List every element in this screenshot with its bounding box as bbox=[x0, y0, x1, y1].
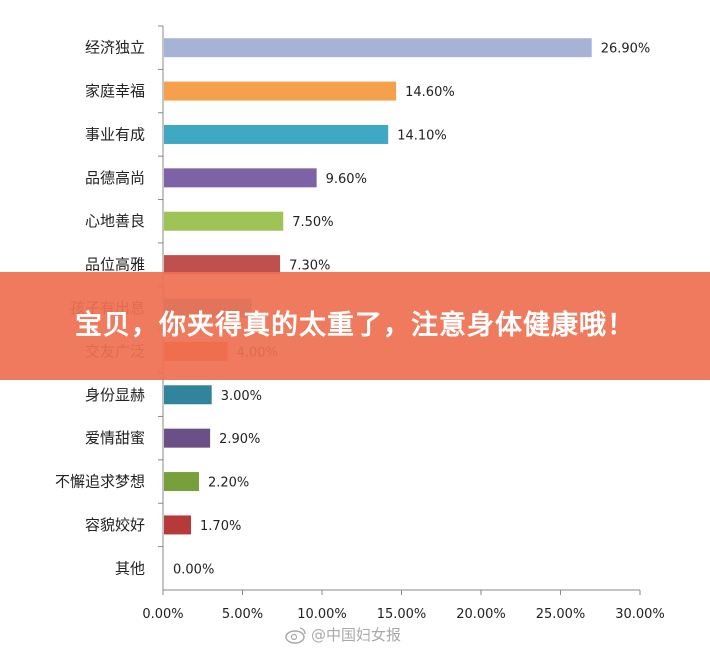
x-tick-label: 25.00% bbox=[536, 607, 586, 622]
bar bbox=[164, 124, 389, 144]
x-tick-label: 30.00% bbox=[615, 607, 665, 622]
chart-axes: 0.00% 5.00% 10.00% 15.00% 20.00% 25.00% 30.00% bbox=[142, 25, 665, 622]
value-label: 14.60% bbox=[405, 85, 455, 100]
category-label: 心地善良 bbox=[85, 212, 145, 230]
category-label: 经济独立 bbox=[85, 39, 145, 57]
category-label: 爱情甜蜜 bbox=[85, 429, 145, 447]
watermark-text: @中国妇女报 bbox=[311, 626, 402, 644]
value-label: 1.70% bbox=[200, 519, 241, 534]
weibo-icon bbox=[285, 626, 306, 644]
value-label: 7.30% bbox=[289, 259, 330, 274]
value-label: 0.00% bbox=[173, 562, 214, 577]
value-label: 2.90% bbox=[219, 432, 260, 447]
bar bbox=[164, 515, 192, 535]
value-label: 14.10% bbox=[397, 128, 447, 143]
x-tick-label: 20.00% bbox=[456, 607, 506, 622]
x-tick-label: 0.00% bbox=[142, 607, 183, 622]
bar bbox=[164, 472, 199, 492]
category-label: 容貌姣好 bbox=[85, 516, 145, 534]
bar bbox=[164, 168, 317, 188]
bar bbox=[164, 81, 397, 101]
bar bbox=[164, 38, 592, 58]
category-label: 身份显赫 bbox=[85, 386, 145, 404]
watermark: @中国妇女报 bbox=[285, 624, 401, 645]
category-label: 家庭幸福 bbox=[85, 82, 145, 100]
x-tick-label: 5.00% bbox=[222, 607, 263, 622]
bar bbox=[164, 428, 211, 448]
value-label: 3.00% bbox=[221, 389, 262, 404]
bar bbox=[164, 385, 212, 405]
category-label: 不懈追求梦想 bbox=[55, 473, 145, 491]
bar bbox=[164, 211, 284, 231]
banner-text: 宝贝，你夹得真的太重了，注意身体健康哦！ bbox=[75, 310, 635, 341]
category-label: 其他 bbox=[115, 559, 145, 577]
x-tick-label: 10.00% bbox=[297, 607, 347, 622]
value-label: 7.50% bbox=[292, 215, 333, 230]
bar bbox=[164, 255, 281, 275]
value-label: 26.90% bbox=[601, 42, 651, 57]
value-label: 9.60% bbox=[326, 172, 367, 187]
overlay-banner: 宝贝，你夹得真的太重了，注意身体健康哦！ bbox=[0, 272, 710, 380]
value-label: 2.20% bbox=[208, 476, 249, 491]
category-label: 品德高尚 bbox=[85, 169, 145, 187]
category-label: 事业有成 bbox=[85, 125, 145, 143]
category-label: 品位高雅 bbox=[85, 256, 145, 274]
x-tick-label: 15.00% bbox=[377, 607, 427, 622]
